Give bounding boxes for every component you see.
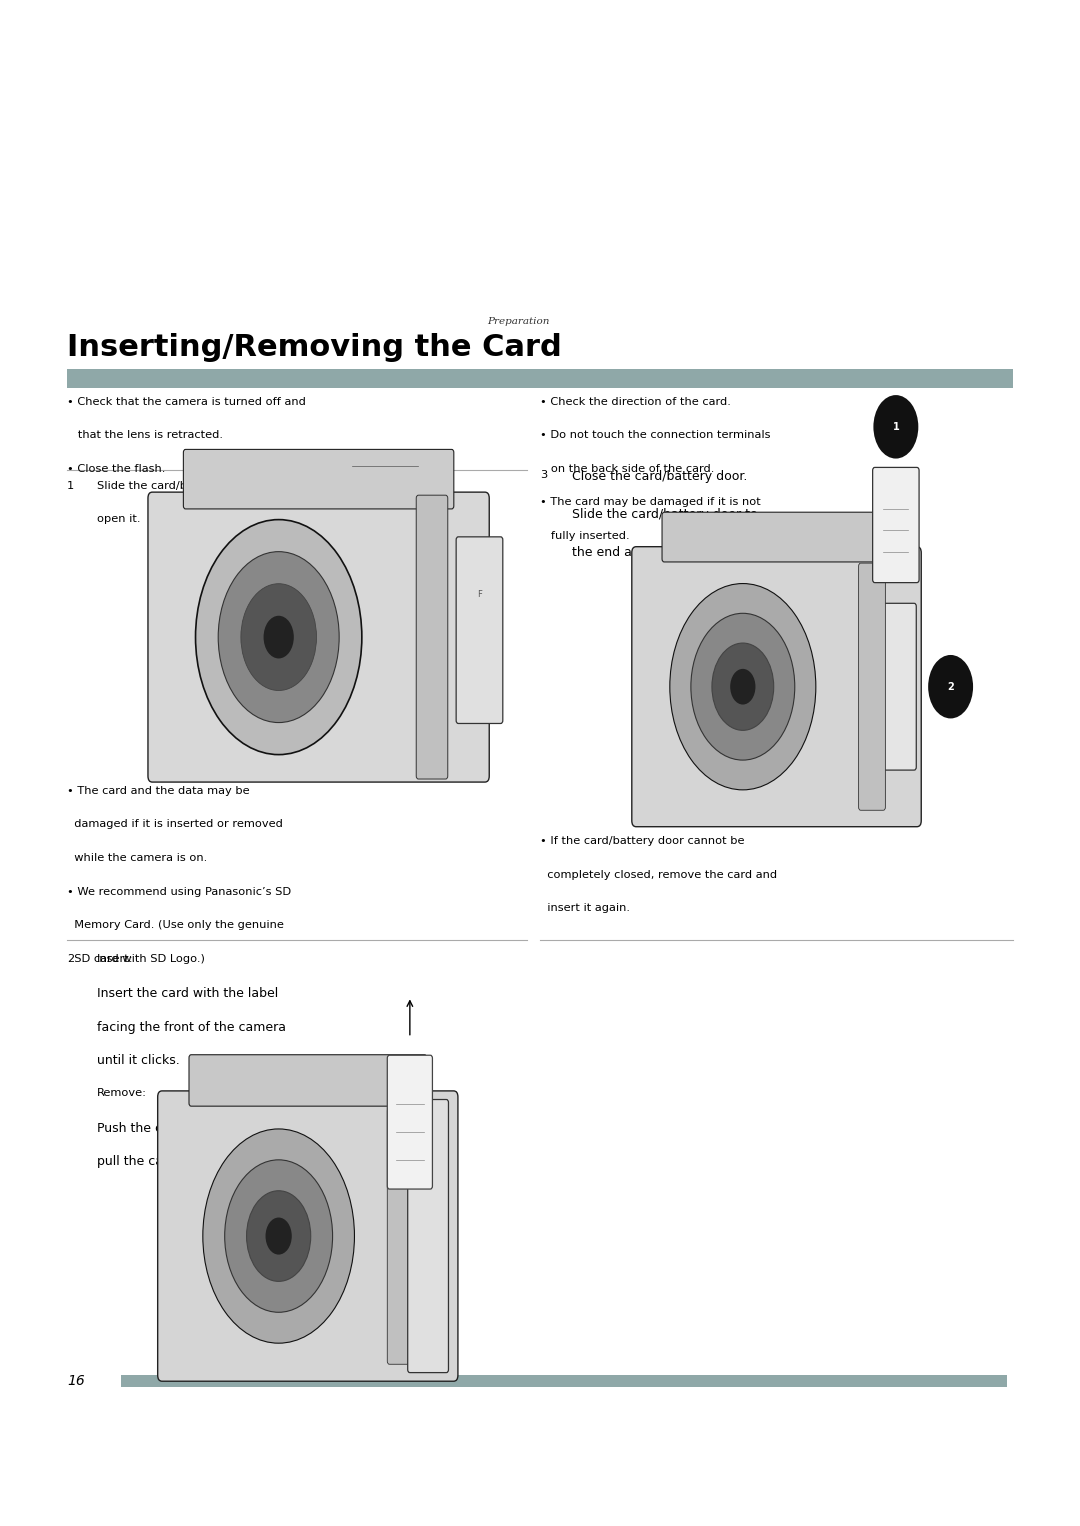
FancyBboxPatch shape [456, 537, 503, 723]
Circle shape [874, 395, 918, 458]
Circle shape [730, 668, 756, 705]
Text: facing the front of the camera: facing the front of the camera [97, 1021, 286, 1035]
FancyBboxPatch shape [388, 1054, 432, 1189]
Text: 16: 16 [67, 1373, 84, 1389]
Text: • Check the direction of the card.: • Check the direction of the card. [540, 397, 731, 407]
FancyBboxPatch shape [408, 1100, 448, 1372]
FancyBboxPatch shape [388, 1108, 415, 1364]
FancyBboxPatch shape [632, 546, 921, 827]
Text: • Do not touch the connection terminals: • Do not touch the connection terminals [540, 430, 770, 441]
Text: SD card with SD Logo.): SD card with SD Logo.) [67, 954, 205, 964]
Circle shape [264, 615, 294, 659]
FancyBboxPatch shape [859, 563, 886, 810]
FancyBboxPatch shape [662, 513, 891, 562]
Text: F: F [477, 589, 482, 598]
Text: Insert the card with the label: Insert the card with the label [97, 987, 279, 1001]
Circle shape [218, 552, 339, 723]
Text: Preparation: Preparation [487, 317, 550, 327]
Text: 2: 2 [947, 682, 954, 691]
Text: the end and then close it firmly.: the end and then close it firmly. [572, 546, 771, 560]
Text: damaged if it is inserted or removed: damaged if it is inserted or removed [67, 819, 283, 830]
Text: Close the card/battery door.: Close the card/battery door. [572, 470, 747, 484]
Circle shape [928, 655, 973, 719]
Text: • The card and the data may be: • The card and the data may be [67, 786, 249, 797]
Bar [67, 369, 1013, 388]
Text: • If the card/battery door cannot be: • If the card/battery door cannot be [540, 836, 744, 847]
Text: • The card may be damaged if it is not: • The card may be damaged if it is not [540, 497, 760, 508]
Circle shape [266, 1218, 292, 1254]
Text: • Check that the camera is turned off and: • Check that the camera is turned off an… [67, 397, 306, 407]
Text: open it.: open it. [97, 514, 140, 525]
Text: fully inserted.: fully inserted. [540, 531, 630, 542]
FancyBboxPatch shape [873, 467, 919, 583]
Circle shape [246, 1190, 311, 1282]
Text: 1: 1 [892, 421, 900, 432]
Text: 1: 1 [67, 481, 75, 491]
Text: on the back side of the card.: on the back side of the card. [540, 464, 714, 475]
FancyBboxPatch shape [881, 603, 916, 771]
Text: while the camera is on.: while the camera is on. [67, 853, 207, 864]
Text: Remove:: Remove: [97, 1088, 147, 1099]
Circle shape [670, 583, 815, 790]
Text: Inserting/Removing the Card: Inserting/Removing the Card [67, 333, 562, 362]
Text: Slide the card/battery door to: Slide the card/battery door to [97, 481, 267, 491]
Text: completely closed, remove the card and: completely closed, remove the card and [540, 870, 778, 881]
Circle shape [712, 642, 773, 731]
FancyBboxPatch shape [416, 496, 448, 778]
Circle shape [241, 584, 316, 690]
Text: pull the card out upright.: pull the card out upright. [97, 1155, 254, 1169]
Circle shape [203, 1129, 354, 1343]
FancyBboxPatch shape [189, 1054, 427, 1106]
Text: • We recommend using Panasonic’s SD: • We recommend using Panasonic’s SD [67, 887, 292, 897]
Text: 2: 2 [67, 954, 75, 964]
Circle shape [225, 1160, 333, 1312]
FancyBboxPatch shape [148, 491, 489, 781]
Circle shape [691, 613, 795, 760]
Text: Insert:: Insert: [97, 954, 134, 964]
Text: • Close the flash.: • Close the flash. [67, 464, 165, 475]
Text: until it clicks.: until it clicks. [97, 1054, 180, 1068]
FancyBboxPatch shape [158, 1091, 458, 1381]
FancyBboxPatch shape [184, 449, 454, 510]
Circle shape [195, 519, 362, 754]
Text: 3: 3 [540, 470, 548, 481]
Text: Memory Card. (Use only the genuine: Memory Card. (Use only the genuine [67, 920, 284, 931]
Text: Slide the card/battery door to: Slide the card/battery door to [572, 508, 758, 522]
Text: that the lens is retracted.: that the lens is retracted. [67, 430, 222, 441]
Text: Push the card until it clicks, then: Push the card until it clicks, then [97, 1122, 302, 1135]
Bar [121, 1375, 1007, 1387]
Text: insert it again.: insert it again. [540, 903, 630, 914]
